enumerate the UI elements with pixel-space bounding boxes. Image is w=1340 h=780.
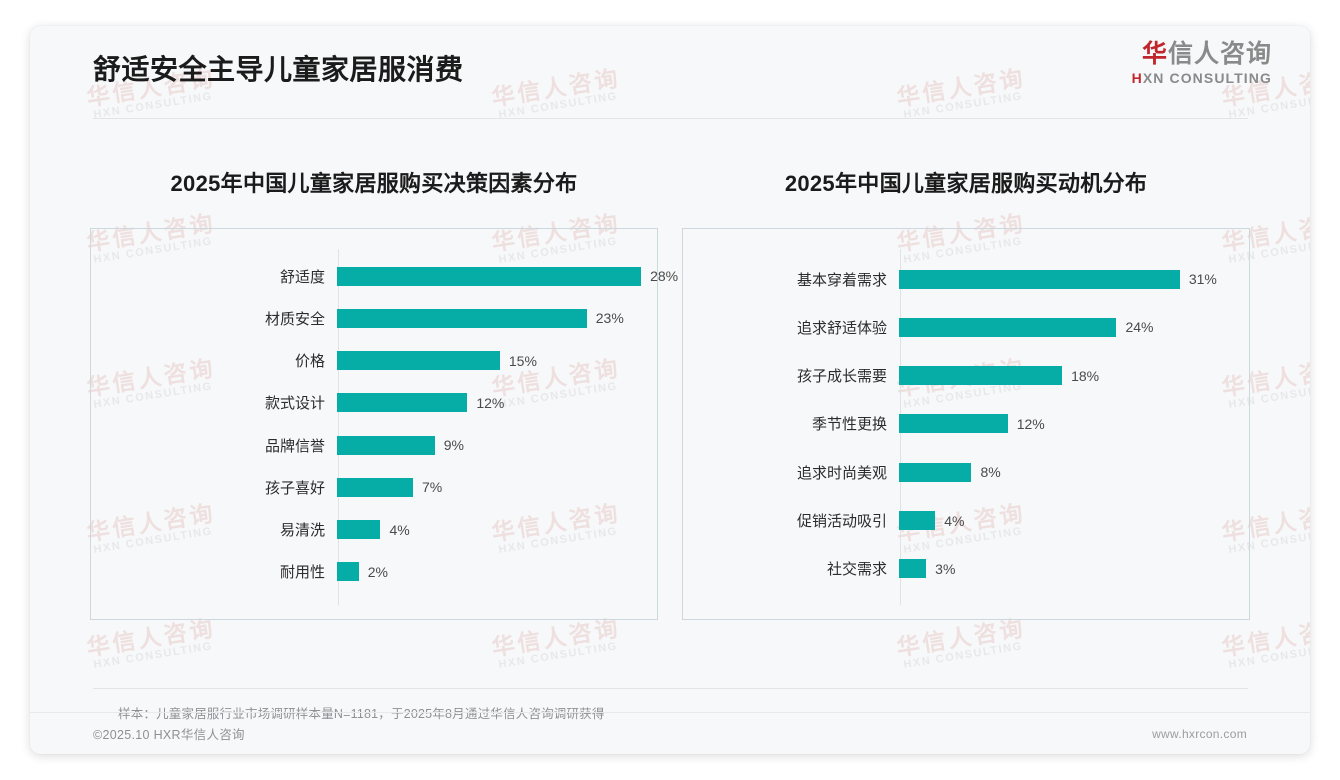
- chart-bar: [899, 511, 936, 531]
- watermark-chinese: 华信人咨询: [84, 614, 218, 661]
- chart-category-label: 款式设计: [264, 395, 325, 413]
- chart-bar-row: 基本穿着需求 31%: [683, 266, 1249, 292]
- chart-value-label: 4%: [389, 521, 410, 538]
- chart-title-right: 2025年中国儿童家居服购买动机分布: [784, 171, 1148, 196]
- chart-category-label: 追求舒适体验: [796, 319, 887, 337]
- chart-value-label: 31%: [1188, 271, 1217, 288]
- chart-bar-row: 社交需求 3%: [683, 556, 1249, 582]
- chart-bar-row: 款式设计 12%: [91, 390, 657, 416]
- slide-header: 舒适安全主导儿童家居服消费 华信人咨询 HXN CONSULTING: [30, 26, 1310, 119]
- chart-category-label: 基本穿着需求: [796, 271, 887, 289]
- chart-bar-row: 追求舒适体验 24%: [683, 314, 1249, 340]
- brand-logo: 华信人咨询 HXN CONSULTING: [1132, 40, 1272, 86]
- chart-panel-left: 舒适度 28% 材质安全 23% 价格 15% 款式设计 12% 品牌信誉 9% 孩子喜好 7% 易清洗…: [90, 228, 678, 620]
- footer-copyright: ©2025.10 HXR华信人咨询: [93, 728, 245, 742]
- chart-bar: [899, 414, 1008, 434]
- footnote-divider: [92, 688, 1248, 689]
- chart-bar-row: 孩子喜好 7%: [91, 474, 657, 500]
- chart-bar: [337, 266, 642, 286]
- chart-value-label: 12%: [1016, 415, 1045, 432]
- chart-value-label: 8%: [980, 464, 1001, 481]
- chart-category-label: 季节性更换: [811, 416, 887, 434]
- chart-category-label: 追求时尚美观: [796, 464, 887, 482]
- chart-plot-right: 基本穿着需求 31% 追求舒适体验 24% 孩子成长需要 18% 季节性更换 12% 追求时尚美…: [683, 229, 1249, 619]
- chart-block-purchase-motivation: 2025年中国儿童家居服购买动机分布 基本穿着需求 31% 追求舒适体验 24% 孩子成…: [682, 166, 1250, 620]
- chart-category-label: 价格: [294, 353, 325, 371]
- logo-en-rest: XN CONSULTING: [1142, 70, 1272, 86]
- chart-bar: [337, 393, 468, 413]
- chart-category-label: 耐用性: [279, 564, 325, 582]
- watermark-english: HXN CONSULTING: [1227, 640, 1310, 672]
- chart-value-label: 9%: [443, 437, 464, 454]
- chart-value-label: 28%: [650, 268, 679, 285]
- header-divider: [93, 118, 1248, 119]
- chart-category-label: 材质安全: [264, 310, 325, 328]
- watermark-english: HXN CONSULTING: [497, 640, 619, 672]
- chart-bar-row: 品牌信誉 9%: [91, 432, 657, 458]
- logo-accent-char: 华: [1141, 40, 1168, 68]
- slide-footer: ©2025.10 HXR华信人咨询 www.hxrcon.com: [30, 712, 1310, 754]
- chart-plot-left: 舒适度 28% 材质安全 23% 价格 15% 款式设计 12% 品牌信誉 9% 孩子喜好 7% 易清洗…: [91, 229, 678, 619]
- chart-bar: [899, 317, 1117, 337]
- chart-value-label: 18%: [1071, 367, 1100, 384]
- page-title: 舒适安全主导儿童家居服消费: [93, 54, 464, 85]
- slide-card: 华信人咨询 HXN CONSULTING 华信人咨询 HXN CONSULTING 华信…: [30, 26, 1310, 754]
- chart-bar: [337, 351, 500, 371]
- watermark-english: HXN CONSULTING: [902, 640, 1024, 672]
- footnote-text: 样本：儿童家居服行业市场调研样本量N=1181，于2025年8月通过华信人咨询调…: [118, 707, 605, 721]
- chart-bar-row: 价格 15%: [91, 348, 657, 374]
- watermark-chinese: 华信人咨询: [1219, 614, 1310, 661]
- chart-category-label: 促销活动吸引: [796, 513, 887, 531]
- chart-category-label: 舒适度: [279, 268, 325, 286]
- chart-bar-row: 促销活动吸引 4%: [683, 508, 1249, 534]
- chart-axis-line-left: [338, 249, 339, 605]
- footer-website: www.hxrcon.com: [1152, 726, 1247, 741]
- chart-value-label: 3%: [935, 560, 956, 577]
- chart-bar-row: 易清洗 4%: [91, 517, 657, 543]
- footnote: 样本：儿童家居服行业市场调研样本量N=1181，于2025年8月通过华信人咨询调…: [30, 688, 1310, 722]
- chart-bar: [899, 366, 1063, 386]
- chart-category-label: 社交需求: [826, 561, 887, 579]
- chart-title-left: 2025年中国儿童家居服购买决策因素分布: [170, 171, 578, 196]
- chart-category-label: 易清洗: [279, 522, 325, 540]
- chart-category-label: 孩子喜好: [264, 479, 325, 497]
- chart-value-label: 24%: [1125, 319, 1154, 336]
- watermark-chinese: 华信人咨询: [894, 614, 1028, 661]
- chart-bar: [337, 435, 435, 455]
- chart-panel-right: 基本穿着需求 31% 追求舒适体验 24% 孩子成长需要 18% 季节性更换 12% 追求时尚美…: [682, 228, 1250, 620]
- chart-bar: [337, 477, 414, 497]
- chart-bar: [337, 562, 359, 582]
- chart-bar-row: 材质安全 23%: [91, 305, 657, 331]
- chart-bar-row: 季节性更换 12%: [683, 411, 1249, 437]
- chart-bar: [899, 269, 1180, 289]
- watermark-chinese: 华信人咨询: [489, 614, 623, 661]
- chart-category-label: 孩子成长需要: [796, 368, 887, 386]
- chart-bar-row: 耐用性 2%: [91, 559, 657, 585]
- chart-bar: [337, 308, 587, 328]
- chart-category-label: 品牌信誉: [264, 437, 325, 455]
- logo-en-accent: H: [1131, 70, 1143, 86]
- charts-container: 2025年中国儿童家居服购买决策因素分布 舒适度 28% 材质安全 23% 价格 15% 款…: [30, 166, 1310, 620]
- chart-value-label: 2%: [367, 563, 388, 580]
- chart-bar: [337, 520, 381, 540]
- chart-bar-row: 舒适度 28%: [91, 263, 678, 289]
- chart-value-label: 4%: [944, 512, 965, 529]
- logo-chinese-text: 华信人咨询: [1132, 40, 1272, 68]
- chart-value-label: 23%: [595, 310, 624, 327]
- chart-value-label: 15%: [508, 352, 537, 369]
- chart-value-label: 7%: [422, 479, 443, 496]
- logo-rest-chars: 信人咨询: [1167, 40, 1272, 68]
- chart-bar-row: 追求时尚美观 8%: [683, 459, 1249, 485]
- chart-value-label: 12%: [476, 394, 505, 411]
- logo-english-text: HXN CONSULTING: [1132, 70, 1272, 86]
- chart-bar: [899, 462, 972, 482]
- watermark-english: HXN CONSULTING: [92, 640, 214, 672]
- chart-block-decision-factors: 2025年中国儿童家居服购买决策因素分布 舒适度 28% 材质安全 23% 价格 15% 款…: [90, 166, 678, 620]
- chart-bar-row: 孩子成长需要 18%: [683, 363, 1249, 389]
- chart-bar: [899, 559, 927, 579]
